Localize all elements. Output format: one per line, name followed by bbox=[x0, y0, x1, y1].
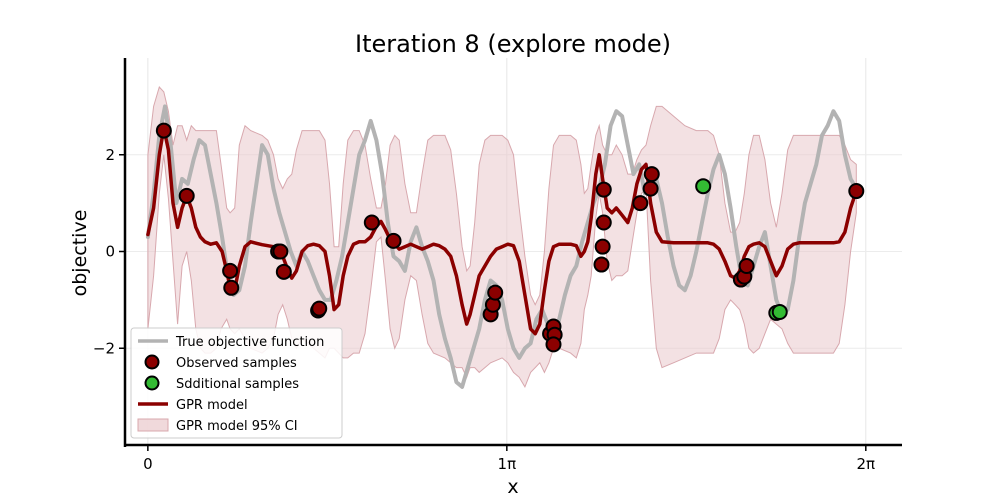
observed-sample-point bbox=[155, 122, 172, 139]
legend-label: Sdditional samples bbox=[176, 377, 299, 392]
observed-sample-point bbox=[311, 300, 328, 317]
legend-swatch-marker bbox=[144, 354, 160, 370]
y-tick-label: 0 bbox=[105, 243, 115, 261]
observed-sample-point bbox=[593, 256, 610, 273]
y-tick-label: −2 bbox=[93, 339, 115, 357]
gpr-model-line bbox=[146, 126, 859, 336]
observed-sample-point bbox=[385, 232, 402, 249]
observed-sample-point bbox=[642, 180, 659, 197]
chart-title: Iteration 8 (explore mode) bbox=[355, 30, 671, 58]
observed-sample-point bbox=[222, 262, 239, 279]
observed-sample-point bbox=[594, 238, 611, 255]
legend-label: GPR model 95% CI bbox=[176, 419, 298, 434]
observed-sample-point bbox=[363, 214, 380, 231]
legend: True objective function Observed samples S… bbox=[130, 327, 343, 439]
line-layer bbox=[145, 104, 859, 389]
marker-layer bbox=[155, 122, 865, 353]
x-tick-label: 0 bbox=[143, 455, 153, 473]
observed-sample-point bbox=[487, 284, 504, 301]
additional-sample-point bbox=[695, 178, 712, 195]
observed-sample-point bbox=[848, 183, 865, 200]
x-axis-label: x bbox=[507, 476, 518, 498]
y-axis-label: objective bbox=[69, 210, 91, 297]
observed-sample-point bbox=[545, 336, 562, 353]
true-objective-line bbox=[145, 104, 859, 389]
legend-frame bbox=[130, 327, 343, 439]
observed-sample-point bbox=[223, 279, 240, 296]
additional-sample-point bbox=[771, 303, 788, 320]
observed-sample-point bbox=[275, 263, 292, 280]
legend-label: GPR model bbox=[176, 398, 248, 413]
observed-sample-point bbox=[595, 214, 612, 231]
y-tick-label: 2 bbox=[105, 146, 115, 164]
observed-sample-point bbox=[178, 187, 195, 204]
legend-swatch-patch bbox=[137, 418, 169, 432]
legend-label: Observed samples bbox=[176, 356, 297, 371]
x-tick-label: 1π bbox=[498, 455, 517, 473]
observed-sample-point bbox=[272, 243, 289, 260]
x-tick-label: 2π bbox=[857, 455, 876, 473]
observed-sample-point bbox=[643, 166, 660, 183]
legend-label: True objective function bbox=[175, 335, 324, 350]
observed-sample-point bbox=[595, 181, 612, 198]
ticks: 0 1π 2π −2 0 2 bbox=[93, 146, 875, 473]
axes bbox=[123, 58, 902, 447]
legend-swatch-marker bbox=[144, 375, 160, 391]
observed-sample-point bbox=[632, 195, 649, 212]
observed-sample-point bbox=[738, 258, 755, 275]
